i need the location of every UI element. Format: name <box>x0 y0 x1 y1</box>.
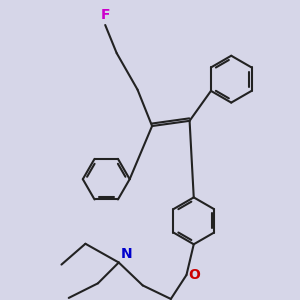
Text: F: F <box>100 8 110 22</box>
Text: N: N <box>120 247 132 261</box>
Text: O: O <box>188 268 200 282</box>
